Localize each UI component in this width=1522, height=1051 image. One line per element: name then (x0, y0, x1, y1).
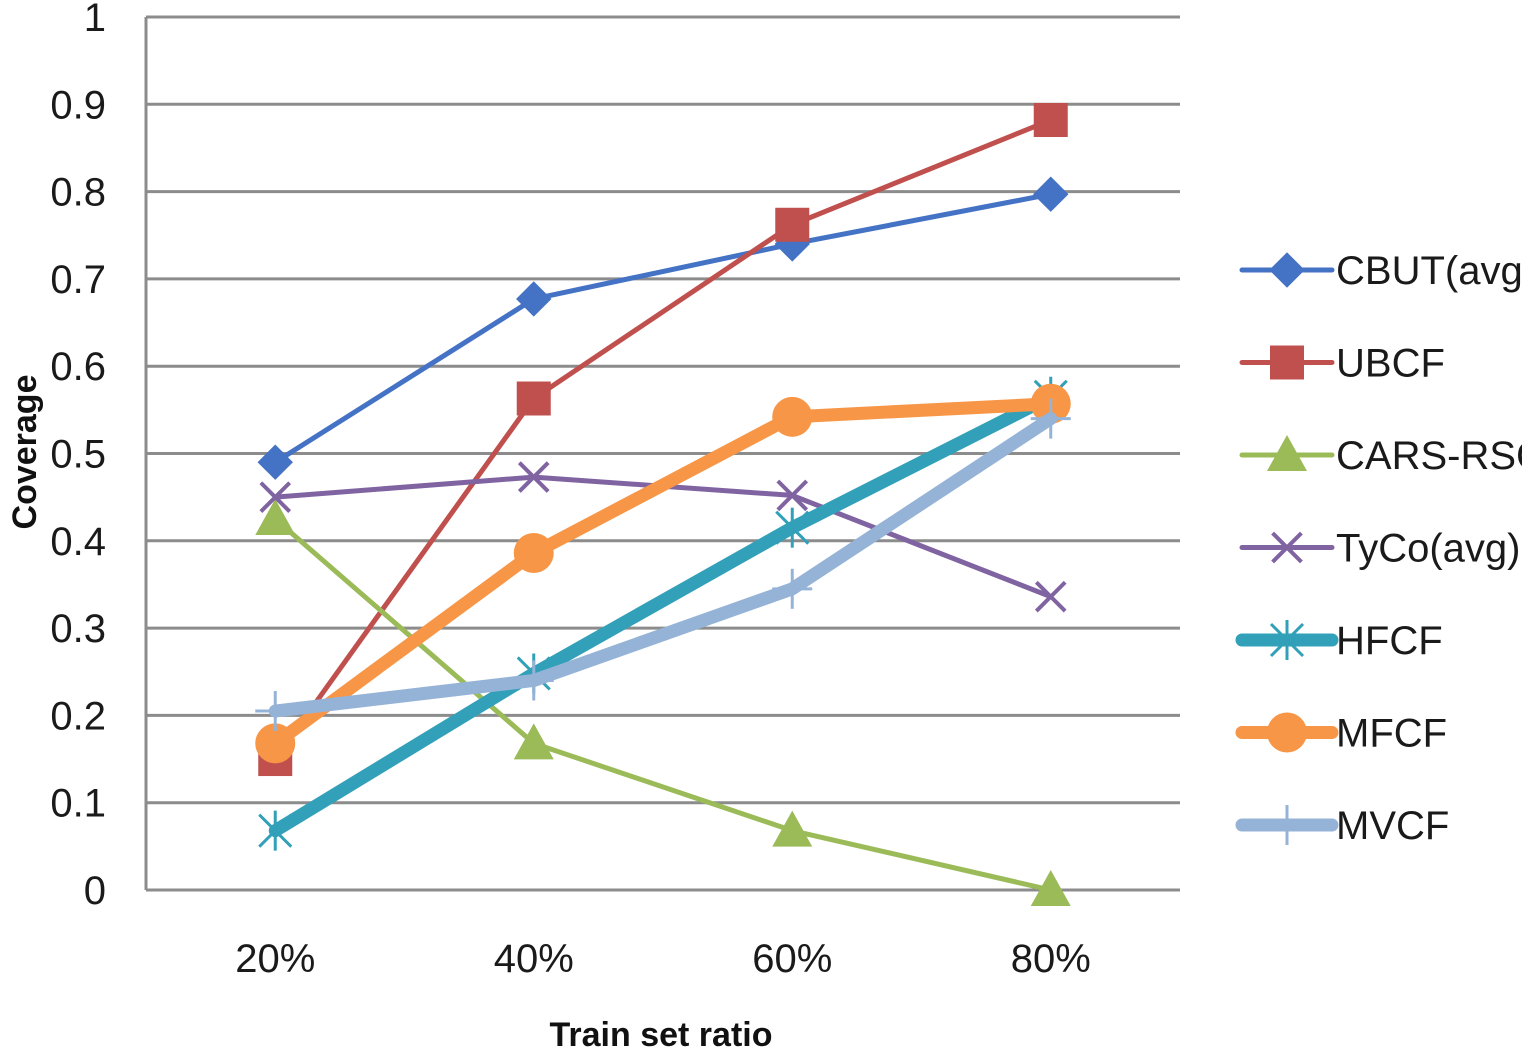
legend-label: MFCF (1336, 712, 1447, 756)
series-cbut-avg (257, 176, 1069, 480)
x-axis-tick-labels: 20% 40% 60% 80% (235, 937, 1091, 981)
y-tick-label: 1 (84, 0, 106, 40)
data-point (1033, 103, 1068, 138)
series-ubcf (258, 103, 1068, 777)
legend-item: TyCo(avg) (1239, 527, 1521, 571)
legend-item: HFCF (1235, 619, 1443, 663)
data-point (255, 723, 296, 764)
legend-marker (1267, 805, 1307, 845)
y-tick-label: 0 (84, 869, 106, 913)
y-tick-label: 0.7 (50, 258, 106, 302)
data-point (517, 461, 550, 493)
data-point (1034, 580, 1067, 613)
x-tick-label: 80% (1011, 937, 1091, 981)
series-line (272, 516, 1054, 893)
data-point (775, 207, 810, 242)
legend: CBUT(avg) UBCF CARS-RSCF TyCo(avg) HFCF MFCF M… (1235, 249, 1522, 848)
x-tick-label: 60% (752, 937, 832, 981)
data-point (1030, 398, 1071, 439)
legend-marker (1267, 712, 1307, 753)
legend-label: CARS-RSCF (1336, 434, 1522, 478)
data-point (255, 498, 296, 535)
legend-marker (1269, 620, 1305, 660)
y-tick-label: 0.3 (50, 607, 106, 651)
y-tick-label: 0.9 (50, 83, 106, 127)
y-tick-label: 0.1 (50, 782, 106, 826)
legend-item: CARS-RSCF (1239, 434, 1522, 478)
data-point (772, 810, 813, 847)
y-tick-label: 0.5 (50, 433, 106, 477)
y-tick-label: 0.2 (50, 694, 106, 738)
data-point (258, 810, 293, 851)
legend-label: HFCF (1336, 619, 1443, 663)
legend-item: UBCF (1239, 342, 1445, 386)
series-line (268, 390, 1058, 838)
legend-marker (1270, 345, 1304, 380)
legend-item: CBUT(avg) (1239, 249, 1522, 293)
legend-marker (1271, 531, 1303, 564)
data-point (257, 444, 293, 480)
series-line (268, 412, 1058, 718)
data-point (259, 481, 292, 513)
data-point (1033, 176, 1069, 212)
y-tick-label: 0.8 (50, 171, 106, 215)
data-point (776, 479, 809, 512)
data-point (772, 396, 813, 437)
x-tick-label: 20% (235, 937, 315, 981)
series-mvcf (255, 398, 1071, 732)
legend-marker (1269, 252, 1305, 288)
legend-label: MVCF (1336, 804, 1449, 848)
y-tick-label: 0.6 (50, 345, 106, 389)
data-point (516, 381, 551, 416)
data-point (772, 568, 813, 609)
x-axis-title: Train set ratio (550, 1016, 773, 1051)
legend-label: CBUT(avg) (1336, 249, 1522, 293)
data-point (1030, 870, 1071, 906)
data-point (775, 507, 810, 548)
series-mfcf (255, 383, 1071, 764)
data-point (513, 723, 554, 760)
series-line (272, 117, 1054, 762)
legend-marker (1267, 435, 1307, 471)
x-tick-label: 40% (494, 937, 574, 981)
y-axis-title: Coverage (6, 375, 44, 530)
series-group (255, 103, 1071, 906)
y-axis-tick-labels: 0 0.1 0.2 0.3 0.4 0.5 0.6 0.7 0.8 0.9 1 (50, 0, 106, 913)
series-cars-rscf (255, 498, 1071, 906)
series-line (268, 397, 1058, 750)
legend-item: MFCF (1235, 712, 1447, 756)
legend-label: UBCF (1336, 342, 1445, 386)
grid-lines (144, 15, 1180, 892)
data-point (516, 281, 552, 317)
legend-label: TyCo(avg) (1336, 527, 1521, 571)
series-line (272, 191, 1054, 465)
data-point (513, 533, 554, 574)
data-point (513, 660, 554, 701)
y-tick-label: 0.4 (50, 520, 106, 564)
legend-item: MVCF (1235, 804, 1449, 848)
data-point (255, 691, 296, 732)
